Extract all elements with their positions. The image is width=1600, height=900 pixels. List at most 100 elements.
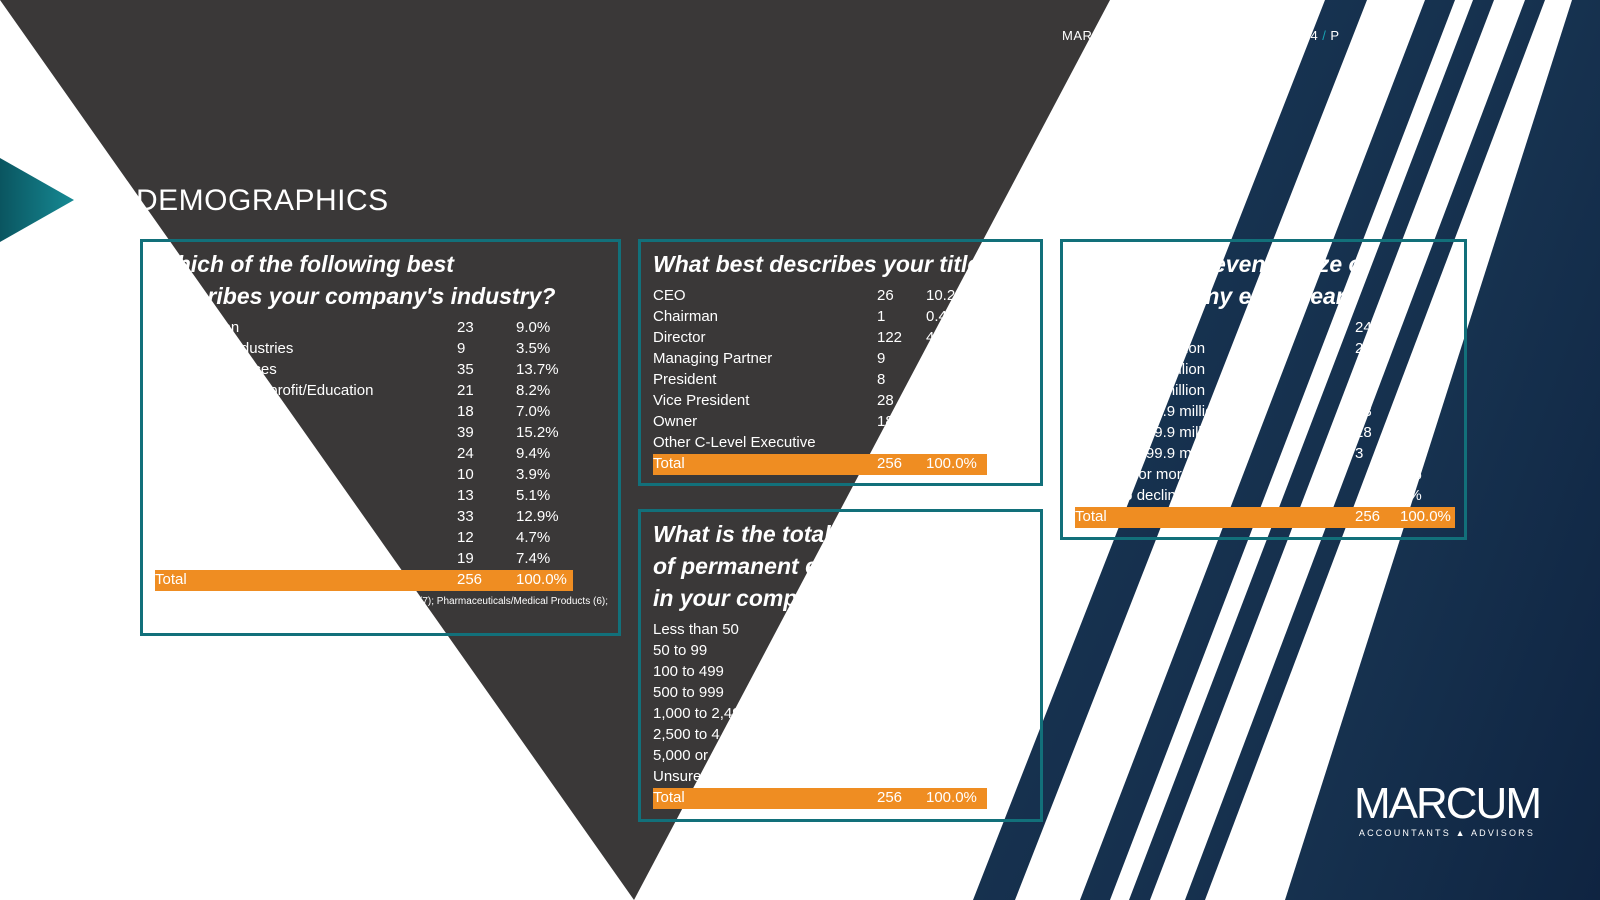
row-label: Healthcare (155, 403, 228, 420)
row-label: $10 to $24.9 million (1075, 340, 1206, 357)
row-label: Government/Nonprofit/Education (155, 382, 374, 399)
row-percent: 13.7% (516, 361, 559, 378)
row-count: 18 (877, 413, 894, 430)
total-label: Total (653, 455, 685, 472)
row-label: $250 to $499.9 million (1075, 424, 1222, 441)
row-label: Director (653, 329, 706, 346)
row-percent: 7.4% (926, 621, 961, 638)
row-count: 35 (457, 361, 474, 378)
navy-stripe-1 (973, 0, 1367, 900)
table-row: Less than 50 19 7.4% (653, 620, 987, 641)
table-row: President 8 3.1% (653, 370, 987, 391)
row-percent: 7.0% (516, 403, 551, 420)
row-label: $1 billion or more (1075, 466, 1191, 483)
row-count: 55 (877, 705, 894, 722)
row-count: 3 (1355, 445, 1364, 462)
row-percent: 8% (1400, 466, 1422, 483)
row-label: 1,000 to 2,499 (653, 705, 749, 722)
table-row: $100 to $249.9 million 38 (1075, 402, 1455, 423)
table-row: $50 to $99.9 million 5 (1075, 381, 1455, 402)
table-row: Managing Partner 9 3.5% (653, 349, 987, 370)
row-label: Unsure/Unable to determine (653, 768, 841, 785)
table-row: Healthcare 18 7.0% (155, 402, 573, 423)
header-text: MARCUM TECHNOLOGY SURVEY 2024/P (1062, 28, 1340, 43)
row-label: Professional Services (155, 445, 300, 462)
row-count: 24 (1355, 319, 1372, 336)
table-row: Owner 18 7.0% (653, 412, 987, 433)
row-count: 9 (457, 340, 466, 357)
logo-wordmark: MARCUM (1354, 779, 1542, 828)
row-percent: 10.2% (926, 287, 969, 304)
row-label: Technology (155, 508, 231, 525)
row-label: Chairman (653, 308, 719, 325)
row-percent: 3.5% (926, 350, 961, 367)
industry-table: Construction 23 9.0% Consumer Industries 9 3… (155, 318, 608, 591)
row-label: Financial Services (155, 361, 277, 378)
table-row: Director 122 47.7% (653, 328, 987, 349)
row-label: 100 to 499 (653, 663, 724, 680)
row-count: 44 (877, 434, 894, 451)
table-row: Prefer to decline 5% (1075, 486, 1455, 507)
row-label: 2,500 to 4,999 (653, 726, 749, 743)
row-label: Owner (653, 413, 698, 430)
row-count: 13 (457, 487, 474, 504)
total-percent: 100.0% (1400, 508, 1451, 525)
table-row: Government/Nonprofit/Education 21 8.2% (155, 381, 573, 402)
row-count: 10 (457, 466, 474, 483)
table-row: 1,000 to 2,499 55 21.5% (653, 704, 987, 725)
employees-panel: What is the total number of permanent em… (638, 509, 1043, 822)
row-label: Prefer to decline (1075, 487, 1185, 504)
row-count: 1 (877, 768, 886, 785)
total-percent: 100.0% (926, 789, 977, 806)
row-percent: 8.2% (516, 382, 551, 399)
row-count: 19 (877, 621, 894, 638)
row-label: Consumer Industries (155, 340, 294, 357)
table-row: Construction 23 9.0% (155, 318, 573, 339)
table-row: $10 to $24.9 million 2 (1075, 339, 1455, 360)
row-count: 9 (877, 350, 886, 367)
header-survey-label: MARCUM TECHNOLOGY SURVEY 2024 (1062, 28, 1319, 43)
total-percent: 100.0% (516, 571, 567, 588)
row-percent: % (1400, 445, 1414, 462)
row-label: Less than 50 (653, 621, 739, 638)
row-count: 12 (457, 529, 474, 546)
row-count: 26 (877, 287, 894, 304)
row-percent: 5.1% (516, 487, 551, 504)
navy-stripe-2 (1080, 0, 1455, 900)
row-percent: 17.6% (926, 684, 969, 701)
header-page-label: P (1330, 28, 1340, 43)
title-panel: What best describes your title? CEO 26 10.… (638, 239, 1043, 486)
table-row: Chairman 1 0.4% (653, 307, 987, 328)
title-question: What best describes your title? (653, 251, 995, 277)
page-title: DEMOGRAPHICS (136, 184, 389, 217)
row-percent: 3.1% (926, 371, 961, 388)
total-label: Total (653, 789, 685, 806)
row-percent: 12.9% (516, 508, 559, 525)
row-percent: 3.5% (516, 340, 551, 357)
row-count: 49 (877, 663, 894, 680)
row-label: Transportation/Logistics (155, 529, 314, 546)
table-row: Financial Services 35 13.7% (155, 360, 573, 381)
row-label: Other C-Level Executive (653, 434, 816, 451)
row-percent: 17.2% (926, 434, 969, 451)
teal-arrow (0, 158, 74, 242)
row-label: Other (155, 550, 193, 567)
revenue-table: Under $10 million 24 $10 to $24.9 million… (1075, 318, 1455, 528)
table-row: $500 to $999.9 million 3% (1075, 444, 1455, 465)
row-label: $50 to $99.9 million (1075, 382, 1206, 399)
row-percent: 6.6% (926, 642, 961, 659)
row-label: 50 to 99 (653, 642, 708, 659)
row-count: 24 (457, 445, 474, 462)
row-count: 8 (877, 371, 886, 388)
total-row: Total 256 100.0% (155, 570, 573, 591)
row-count: 43 (877, 747, 894, 764)
row-label: Real Estate (155, 466, 233, 483)
row-label: Construction (155, 319, 240, 336)
total-percent: 100.0% (926, 455, 977, 472)
row-percent: 47.7% (926, 329, 969, 346)
table-row: Unsure/Unable to determine 1 0.4% (653, 767, 987, 788)
table-row: $1 billion or more 8% (1075, 465, 1455, 486)
total-row: Total 256 100.0% (1075, 507, 1455, 528)
row-label: CEO (653, 287, 686, 304)
total-row: Total 256 100.0% (653, 788, 987, 809)
